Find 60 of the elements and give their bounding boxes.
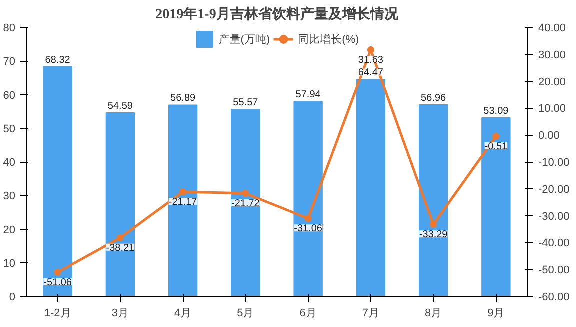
point bbox=[116, 234, 124, 242]
y-tick-label: 10 bbox=[3, 258, 16, 270]
y2-tick-label: 10.00 bbox=[538, 103, 566, 116]
chart-title: 2019年1-9月吉林省饮料产量及增长情况 bbox=[156, 6, 400, 22]
y-tick-label: 40 bbox=[3, 157, 16, 169]
data-label: 31.63 bbox=[358, 55, 384, 66]
bar bbox=[482, 117, 511, 296]
data-label: 68.32 bbox=[45, 54, 71, 66]
x-tick-label: 7月 bbox=[362, 308, 380, 320]
y2-tick-label: 20.00 bbox=[538, 76, 566, 88]
x-tick-label: 8月 bbox=[425, 308, 442, 320]
bar bbox=[294, 101, 323, 296]
bar bbox=[106, 112, 136, 296]
y2-tick-label: -40.00 bbox=[538, 238, 570, 250]
legend-label: 产量(万吨) bbox=[218, 32, 270, 46]
data-label: 55.57 bbox=[233, 98, 259, 109]
y2-tick-label: -30.00 bbox=[538, 210, 570, 223]
legend-label: 同比增长(%) bbox=[298, 32, 360, 46]
y2-tick-label: -50.00 bbox=[538, 264, 570, 277]
bar bbox=[231, 109, 260, 296]
point bbox=[304, 215, 312, 222]
bar bbox=[168, 104, 198, 296]
point bbox=[492, 132, 500, 140]
y-tick-label: 0 bbox=[9, 292, 16, 304]
point bbox=[242, 190, 250, 198]
bar bbox=[418, 104, 448, 296]
y2-tick-label: 40.00 bbox=[538, 22, 566, 34]
y-tick-label: 60 bbox=[3, 90, 16, 102]
data-label: -33.29 bbox=[419, 230, 448, 241]
x-tick-label: 5月 bbox=[237, 308, 254, 320]
y-tick-label: 50 bbox=[3, 123, 16, 136]
point bbox=[430, 221, 438, 228]
y-tick-label: 70 bbox=[3, 56, 16, 68]
y2-tick-label: -20.00 bbox=[538, 184, 570, 196]
x-tick-label: 9月 bbox=[488, 308, 505, 320]
data-label: -21.17 bbox=[168, 197, 198, 208]
bar bbox=[43, 66, 72, 296]
y-tick-label: 30 bbox=[3, 190, 16, 203]
data-label: 57.94 bbox=[296, 90, 322, 101]
point bbox=[180, 188, 187, 196]
bar bbox=[356, 79, 386, 296]
data-label: 53.09 bbox=[484, 106, 510, 117]
data-label: -31.06 bbox=[294, 224, 323, 235]
x-tick-label: 6月 bbox=[300, 308, 317, 320]
y2-tick-label: -10.00 bbox=[538, 157, 570, 169]
x-tick-label: 4月 bbox=[174, 308, 192, 320]
y2-tick-label: 0.00 bbox=[538, 130, 560, 142]
x-tick-label: 1-2月 bbox=[44, 308, 72, 320]
data-label: 56.96 bbox=[421, 92, 447, 104]
y-tick-label: 20 bbox=[3, 224, 16, 236]
y2-tick-label: -60.00 bbox=[538, 292, 570, 304]
y2-tick-label: 30.00 bbox=[538, 49, 566, 62]
point bbox=[367, 46, 374, 54]
data-label: -21.72 bbox=[232, 198, 260, 210]
data-label: 56.89 bbox=[170, 93, 196, 104]
point bbox=[54, 268, 62, 276]
data-label: 64.47 bbox=[358, 68, 384, 79]
data-label: 54.59 bbox=[108, 100, 134, 112]
y-tick-label: 80 bbox=[3, 22, 16, 34]
x-tick-label: 3月 bbox=[112, 308, 130, 320]
